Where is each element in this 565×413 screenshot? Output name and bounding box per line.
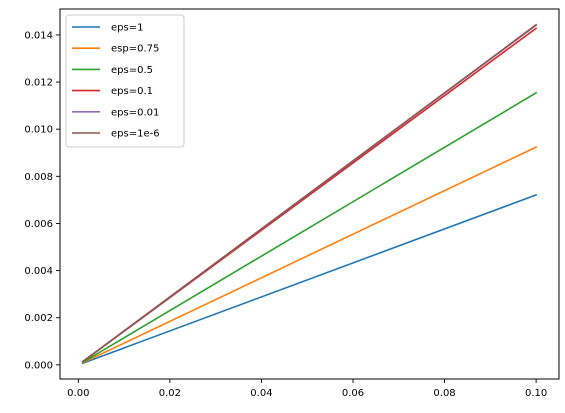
x-tick-label: 0.00 xyxy=(67,388,89,399)
legend-box xyxy=(65,14,185,148)
y-tick-label: 0.008 xyxy=(24,172,53,183)
legend-label-2: eps=0.5 xyxy=(111,65,153,76)
series-line-1 xyxy=(81,146,538,364)
y-tick-label: 0.000 xyxy=(24,360,53,371)
y-tick-label: 0.004 xyxy=(24,266,53,277)
legend-label-0: eps=1 xyxy=(111,23,143,34)
x-tick-label: 0.02 xyxy=(159,388,181,399)
series-layer xyxy=(81,23,538,365)
legend-label-1: esp=0.75 xyxy=(111,44,159,55)
y-tick-label: 0.010 xyxy=(24,125,53,136)
plot-frame xyxy=(59,8,560,380)
y-tick-label: 0.006 xyxy=(24,219,53,230)
legend: eps=1 esp=0.75 eps=0.5 eps=0.1 eps=0.01 eps=1… xyxy=(65,14,185,148)
y-tick-label: 0.002 xyxy=(24,313,53,324)
series-line-0 xyxy=(81,193,538,365)
x-axis: 0.00 0.02 0.04 0.06 0.08 0.10 xyxy=(67,379,547,399)
legend-label-4: eps=0.01 xyxy=(111,107,159,118)
y-tick-label: 0.012 xyxy=(24,78,53,89)
series-line-2 xyxy=(81,91,538,364)
y-tick-label: 0.014 xyxy=(24,30,53,41)
legend-label-5: eps=1e-6 xyxy=(111,129,160,140)
legend-label-3: eps=0.1 xyxy=(111,86,153,97)
x-tick-label: 0.04 xyxy=(250,388,272,399)
x-tick-label: 0.06 xyxy=(342,388,364,399)
series-line-5 xyxy=(81,23,538,363)
x-tick-label: 0.08 xyxy=(433,388,455,399)
x-tick-label: 0.10 xyxy=(525,388,547,399)
y-axis: 0.000 0.002 0.004 0.006 0.008 0.010 0.012 0.014 xyxy=(24,30,60,371)
